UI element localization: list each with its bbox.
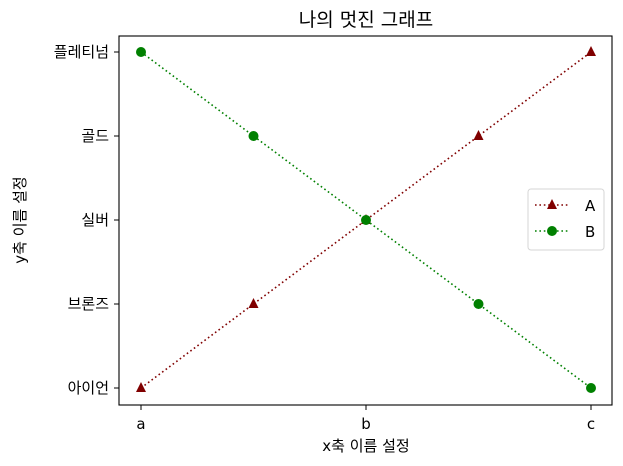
triangle-marker-icon [473,130,484,140]
y-tick-label: 아이언 [68,379,109,397]
y-axis-label: y축 이름 설정 [11,176,29,263]
y-tick-label: 골드 [81,127,109,145]
series-line [140,51,592,389]
legend: AB [527,188,605,251]
series-line [140,51,592,389]
chart-title: 나의 멋진 그래프 [299,9,433,31]
triangle-marker-icon [547,199,557,209]
legend-label: B [585,223,595,241]
circle-marker-icon [473,299,484,309]
legend-item-A: A [535,197,596,215]
y-tick-label: 플레티넘 [54,43,109,61]
legend-item-B: B [535,223,595,241]
circle-marker-icon [361,215,371,225]
triangle-marker-icon [248,298,259,308]
circle-marker-icon [586,383,596,393]
x-axis-ticks: a b c [136,405,595,433]
series-B [136,47,596,393]
legend-box [527,188,605,251]
y-tick-label: 브론즈 [68,295,110,313]
x-tick-label: b [361,415,371,433]
y-tick-label: 실버 [81,211,109,229]
plot-series [136,46,596,393]
circle-marker-icon [248,131,259,141]
circle-marker-icon [547,226,557,236]
x-tick-label: c [587,415,595,433]
y-axis-ticks: 아이언 브론즈 실버 골드 플레티넘 [54,43,119,397]
x-tick-label: a [136,415,145,433]
triangle-marker-icon [136,382,146,392]
legend-label: A [585,197,596,215]
circle-marker-icon [136,47,146,57]
x-axis-label: x축 이름 설정 [322,437,409,455]
triangle-marker-icon [586,46,596,56]
